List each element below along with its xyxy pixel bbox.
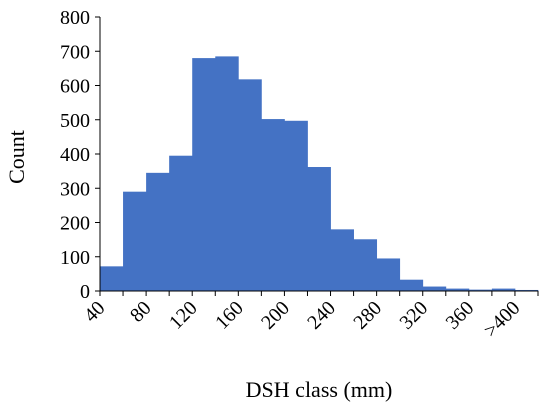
bar-280: [376, 258, 401, 291]
bar-100: [169, 155, 193, 291]
x-tick-label: 120: [165, 297, 202, 334]
x-tick-label: >400: [480, 297, 525, 342]
y-tick-label: 100: [60, 247, 90, 269]
x-tick-label: 200: [257, 297, 294, 334]
bar-360: [468, 289, 493, 291]
x-axis-title: DSH class (mm): [246, 377, 393, 402]
y-tick-label: 600: [60, 76, 90, 98]
y-tick-label: 0: [80, 281, 90, 303]
y-tick-label: 400: [60, 144, 90, 166]
bar-80: [146, 172, 170, 291]
y-ticks-group: 0 100 200 300 400 500 600 700 800: [60, 7, 100, 303]
bar-160: [238, 79, 262, 291]
y-axis-title: Count: [4, 130, 29, 184]
bar-40: [100, 266, 124, 291]
bar-300: [399, 279, 424, 291]
x-tick-label: 160: [211, 297, 248, 334]
x-tick-label: 280: [349, 297, 386, 334]
y-tick-label: 300: [60, 178, 90, 200]
x-tick-label: 360: [442, 297, 479, 334]
bar-240: [330, 229, 354, 291]
bar-120: [192, 58, 216, 291]
y-tick-label: 700: [60, 41, 90, 63]
x-tick-label: 80: [126, 297, 156, 327]
bar-380: [491, 288, 516, 291]
bars-group: [100, 56, 539, 291]
bar-180: [261, 119, 285, 291]
bar-340: [445, 288, 470, 291]
bar-200: [284, 120, 308, 291]
bar-260: [353, 239, 378, 291]
y-tick-label: 500: [60, 110, 90, 132]
bar-140: [215, 56, 239, 291]
x-tick-label: 240: [303, 297, 340, 334]
y-tick-label: 200: [60, 213, 90, 235]
x-ticks-group: 40 80 120 160 200 240 280 320 360 >400: [80, 291, 539, 342]
x-tick-label: 320: [395, 297, 432, 334]
bar-320: [422, 286, 447, 291]
y-tick-label: 800: [60, 7, 90, 29]
bar-220: [307, 167, 331, 291]
bar-gt400: [514, 289, 539, 291]
bar-60: [123, 191, 147, 291]
